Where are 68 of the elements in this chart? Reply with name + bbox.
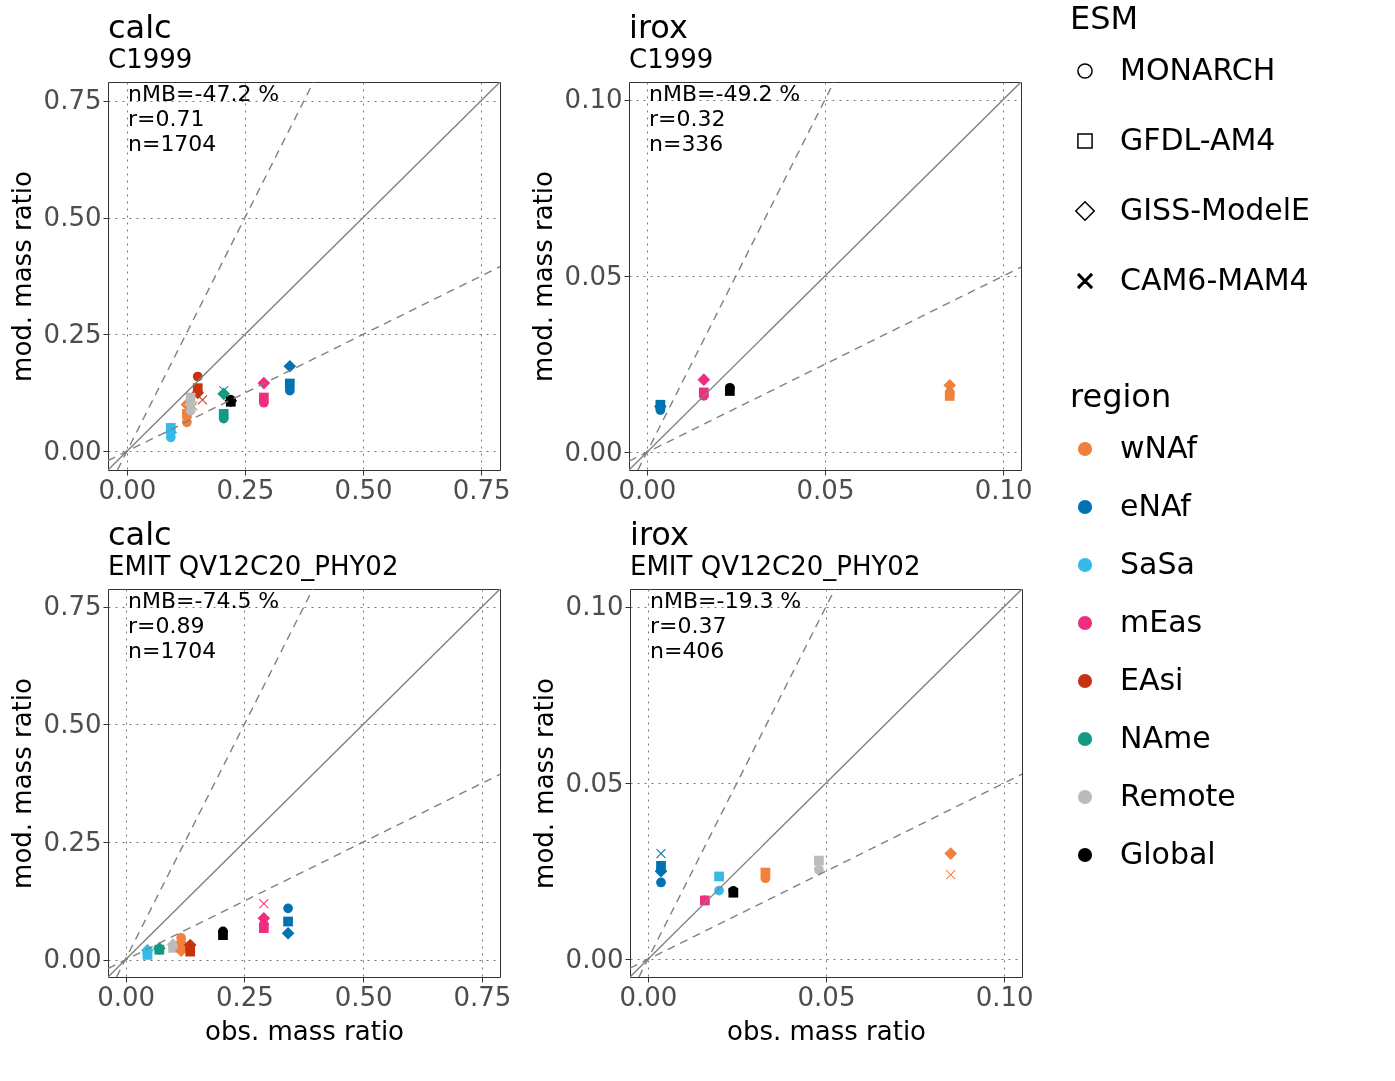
- y-tick-label: 0.75: [43, 591, 102, 622]
- annotation: n=406: [650, 638, 725, 663]
- x-tick-label: 0.25: [215, 981, 274, 1012]
- legend-title: region: [1070, 377, 1172, 415]
- y-tick-label: 0.50: [43, 202, 102, 233]
- y-tick-label: 0.10: [565, 591, 624, 622]
- x-tick-label: 0.10: [975, 981, 1034, 1012]
- annotation: nMB=-19.3 %: [650, 588, 802, 613]
- legend-label: GISS-ModelE: [1120, 192, 1311, 227]
- annotation: nMB=-74.5 %: [128, 588, 280, 613]
- x-tick-label: 0.00: [619, 981, 678, 1012]
- chart-subtitle: EMIT QV12C20_PHY02: [630, 551, 921, 581]
- y-tick-label: 0.25: [43, 826, 102, 857]
- chart-title: calc: [108, 515, 172, 553]
- x-tick-label: 0.00: [98, 474, 157, 505]
- y-axis-title: mod. mass ratio: [527, 171, 558, 382]
- y-tick-label: 0.25: [43, 318, 102, 349]
- x-tick-label: 0.00: [97, 981, 156, 1012]
- x-tick-label: 0.05: [797, 981, 856, 1012]
- x-tick-label: 0.75: [452, 474, 511, 505]
- annotation: n=336: [649, 131, 724, 156]
- chart-subtitle: EMIT QV12C20_PHY02: [108, 551, 399, 581]
- annotation: n=1704: [128, 638, 217, 663]
- legend-label: mEas: [1120, 604, 1203, 639]
- legend-label: EAsi: [1120, 662, 1184, 697]
- chart-subtitle: C1999: [629, 44, 714, 74]
- chart-title: irox: [630, 515, 689, 553]
- y-axis-title: mod. mass ratio: [6, 678, 37, 889]
- y-axis-title: mod. mass ratio: [6, 171, 37, 382]
- x-axis-title: obs. mass ratio: [726, 1015, 927, 1046]
- x-tick-label: 0.00: [618, 474, 677, 505]
- x-tick-label: 0.25: [216, 474, 275, 505]
- chart-subtitle: C1999: [108, 44, 193, 74]
- legend-label: wNAf: [1120, 430, 1199, 465]
- y-tick-label: 0.00: [565, 943, 624, 974]
- annotation: r=0.32: [649, 106, 726, 131]
- legend-label: GFDL-AM4: [1120, 122, 1276, 157]
- x-axis-title: obs. mass ratio: [204, 1015, 405, 1046]
- x-tick-label: 0.50: [334, 474, 393, 505]
- legend-label: NAme: [1120, 720, 1211, 755]
- legend-label: SaSa: [1120, 546, 1195, 581]
- y-tick-label: 0.00: [43, 435, 102, 466]
- y-axis-title: mod. mass ratio: [528, 678, 559, 889]
- y-tick-label: 0.50: [43, 708, 102, 739]
- x-tick-label: 0.05: [796, 474, 855, 505]
- y-tick-label: 0.05: [565, 767, 624, 798]
- annotation: n=1704: [128, 131, 217, 156]
- annotation: nMB=-47.2 %: [128, 81, 280, 106]
- legend-label: Remote: [1120, 778, 1236, 813]
- annotation: r=0.89: [128, 613, 205, 638]
- legend-label: MONARCH: [1120, 52, 1276, 87]
- annotation: nMB=-49.2 %: [649, 81, 801, 106]
- legend-label: eNAf: [1120, 488, 1193, 523]
- annotation: r=0.37: [650, 613, 727, 638]
- legend-label: CAM6-MAM4: [1120, 262, 1309, 297]
- y-tick-label: 0.05: [564, 260, 623, 291]
- chart-title: calc: [108, 8, 172, 46]
- legend-label: Global: [1120, 836, 1216, 871]
- x-tick-label: 0.10: [974, 474, 1033, 505]
- y-tick-label: 0.00: [43, 944, 102, 975]
- x-tick-label: 0.75: [453, 981, 512, 1012]
- y-tick-label: 0.75: [43, 85, 102, 116]
- x-tick-label: 0.50: [334, 981, 393, 1012]
- legend-title: ESM: [1070, 0, 1139, 37]
- chart-title: irox: [629, 8, 688, 46]
- y-tick-label: 0.00: [564, 436, 623, 467]
- annotation: r=0.71: [128, 106, 205, 131]
- y-tick-label: 0.10: [564, 84, 623, 115]
